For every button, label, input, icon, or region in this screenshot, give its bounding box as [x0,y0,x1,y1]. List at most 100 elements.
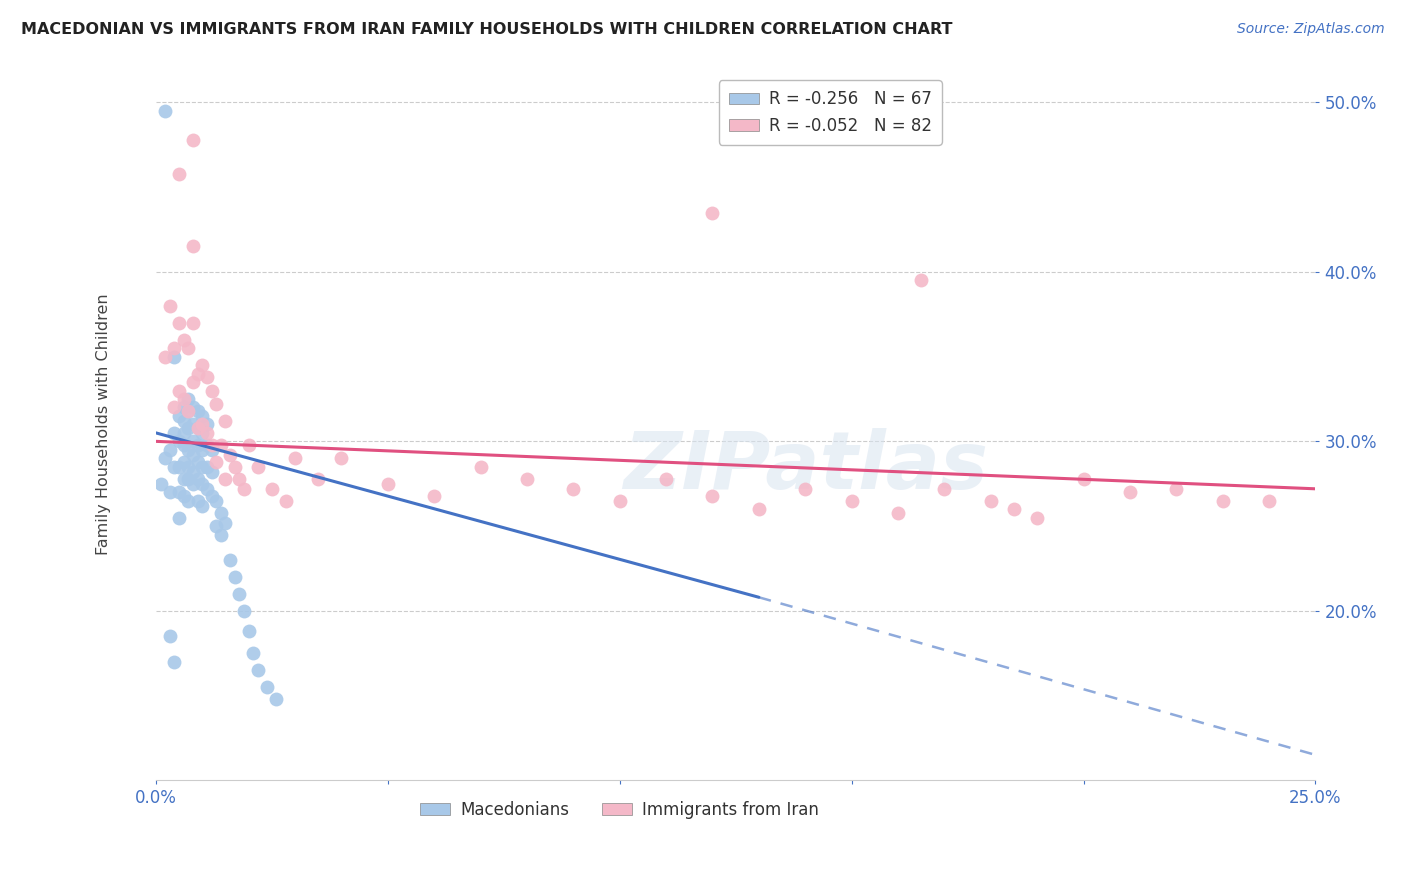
Point [173,489,195,503]
Point [153,451,176,466]
Point [187,421,209,435]
Point [149,476,172,491]
Point [181,133,204,147]
Point [209,527,232,541]
Point [187,438,209,452]
Point [238,438,260,452]
Point [242,646,264,660]
Point [177,392,200,406]
Point [516,472,538,486]
Point [181,316,204,330]
Point [167,485,190,500]
Point [191,476,214,491]
Point [205,519,228,533]
Point [191,425,214,440]
Point [181,239,204,253]
Point [200,438,222,452]
Point [256,680,278,694]
Point [200,442,222,457]
Point [181,434,204,449]
Point [219,553,242,567]
Point [167,459,190,474]
Point [214,472,236,486]
Point [330,451,353,466]
Point [219,448,242,462]
Point [187,472,209,486]
Point [307,472,329,486]
Point [205,455,228,469]
Point [246,663,269,677]
Point [181,401,204,415]
Point [191,459,214,474]
Point [163,655,186,669]
Point [187,367,209,381]
Point [163,341,186,355]
Point [423,489,446,503]
Point [167,316,190,330]
Point [266,692,288,706]
Point [934,482,956,496]
Point [228,587,250,601]
Point [163,401,186,415]
Point [159,485,181,500]
Text: ZIPatlas: ZIPatlas [623,428,988,506]
Point [195,425,218,440]
Point [887,506,910,520]
Point [200,489,222,503]
Point [177,493,200,508]
Point [910,273,932,287]
Point [181,465,204,479]
Point [167,167,190,181]
Point [233,482,256,496]
Point [173,455,195,469]
Point [177,472,200,486]
Point [187,455,209,469]
Point [167,384,190,398]
Point [209,438,232,452]
Point [177,442,200,457]
Point [205,397,228,411]
Point [224,459,246,474]
Point [191,417,214,432]
Point [191,409,214,423]
Point [1212,493,1234,508]
Point [167,510,190,524]
Point [228,472,250,486]
Point [195,438,218,452]
Point [470,459,492,474]
Point [177,421,200,435]
Point [794,482,817,496]
Point [191,499,214,513]
Point [173,438,195,452]
Point [748,502,770,516]
Point [177,459,200,474]
Point [246,459,269,474]
Point [167,409,190,423]
Point [177,341,200,355]
Point [173,414,195,428]
Point [177,404,200,418]
Point [214,516,236,530]
Point [377,476,399,491]
Point [163,350,186,364]
Point [209,506,232,520]
Text: Family Households with Children: Family Households with Children [96,293,111,555]
Point [173,472,195,486]
Point [224,570,246,584]
Point [153,350,176,364]
Point [284,451,307,466]
Point [173,333,195,347]
Point [173,401,195,415]
Point [1026,510,1049,524]
Point [233,604,256,618]
Point [200,384,222,398]
Text: MACEDONIAN VS IMMIGRANTS FROM IRAN FAMILY HOUSEHOLDS WITH CHILDREN CORRELATION C: MACEDONIAN VS IMMIGRANTS FROM IRAN FAMIL… [21,22,953,37]
Point [980,493,1002,508]
Point [173,392,195,406]
Point [702,205,724,219]
Point [195,459,218,474]
Point [655,472,678,486]
Point [159,442,181,457]
Point [702,489,724,503]
Point [187,493,209,508]
